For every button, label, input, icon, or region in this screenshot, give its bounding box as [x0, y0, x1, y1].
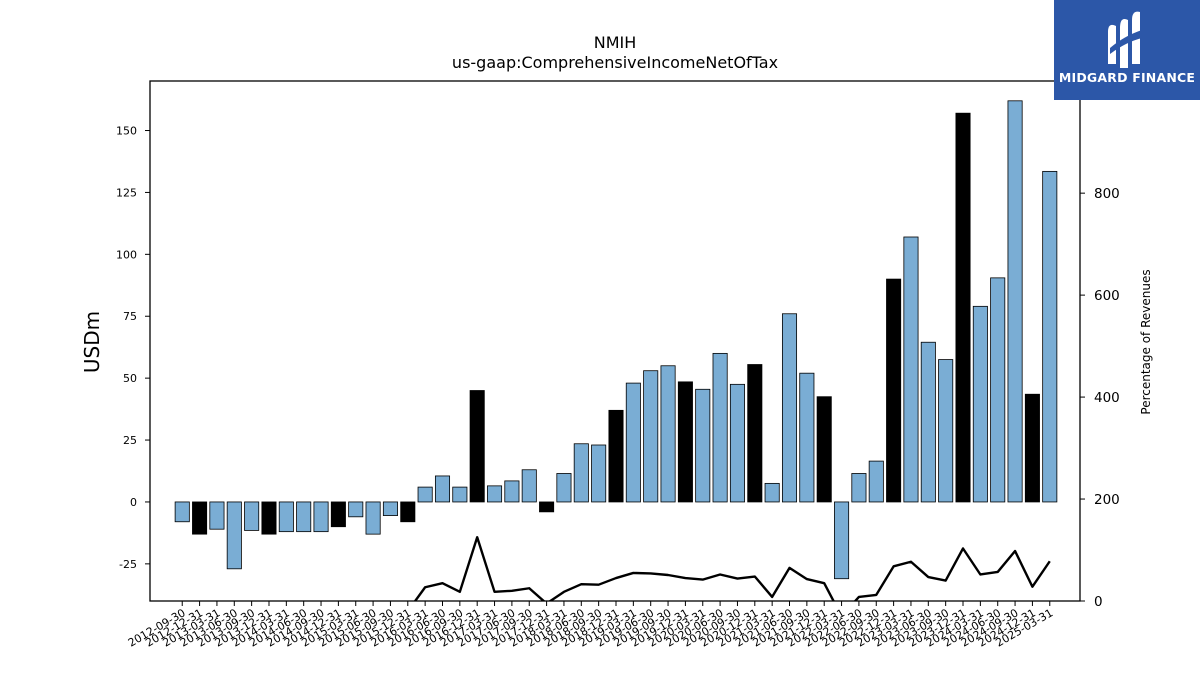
bar-2014-12-31	[330, 501, 346, 528]
y2-tick-label: 200	[1094, 492, 1120, 508]
bar-2017-03-31	[487, 485, 503, 503]
axes: -25025507510012515002004006008002012-09-…	[116, 80, 1120, 650]
bar-2020-09-30	[729, 383, 745, 503]
y2-tick-label: 600	[1094, 288, 1120, 304]
bar-series	[174, 100, 1058, 580]
line-layer	[413, 536, 1051, 601]
bar-2013-12-31	[261, 501, 277, 535]
bar-2020-03-31	[695, 388, 711, 503]
bar-2019-09-30	[660, 365, 676, 503]
bar-2015-12-31	[400, 501, 416, 523]
bar-2022-09-30	[868, 460, 884, 503]
y-axis-label: USDm	[80, 311, 104, 373]
bar-2023-09-30	[938, 359, 954, 503]
bar-2024-09-30	[1007, 100, 1023, 503]
bar-2021-12-31	[816, 396, 832, 503]
bar-2015-06-30	[365, 501, 381, 535]
bar-2019-06-30	[643, 370, 659, 503]
bar-2013-06-30	[226, 501, 242, 570]
bar-2015-03-31	[348, 501, 364, 518]
bar-2020-12-31	[747, 364, 763, 503]
y2-tick-label: 400	[1094, 390, 1120, 406]
bar-2017-09-30	[521, 469, 537, 503]
bar-2014-06-30	[296, 501, 312, 533]
bar-2022-06-30	[851, 473, 867, 503]
y-tick-label: 125	[116, 186, 137, 199]
bar-2023-03-31	[903, 236, 919, 503]
bar-2024-12-31	[1024, 393, 1040, 503]
bar-2025-03-31	[1042, 170, 1058, 503]
bar-2021-06-30	[781, 313, 798, 503]
bar-2016-03-31	[417, 486, 433, 503]
bar-2023-12-31	[955, 112, 971, 503]
brand-logo: MIDGARD FINANCE	[1054, 0, 1200, 100]
bar-2024-03-31	[972, 305, 988, 503]
bar-2016-06-30	[434, 475, 451, 503]
bar-2012-09-30	[174, 501, 190, 523]
bar-2018-12-31	[608, 409, 624, 503]
bar-2019-12-31	[677, 381, 693, 503]
bar-2018-06-30	[573, 443, 589, 503]
revenue-percentage-line	[413, 536, 1051, 601]
y-tick-label: -25	[119, 558, 137, 571]
y-tick-label: 100	[116, 248, 137, 261]
bar-2016-12-31	[469, 390, 485, 503]
bar-2015-09-30	[382, 501, 398, 516]
bar-2017-06-30	[504, 480, 520, 503]
chart-title: NMIH	[594, 33, 637, 52]
chart-subtitle: us-gaap:ComprehensiveIncomeNetOfTax	[452, 53, 778, 72]
bar-2013-03-31	[209, 501, 225, 530]
bar-2022-12-31	[886, 278, 902, 503]
bar-2023-06-30	[920, 341, 936, 503]
bar-2024-06-30	[990, 277, 1006, 503]
bar-2022-03-31	[834, 501, 850, 580]
y2-axis-label: Percentage of Revenues	[1139, 269, 1153, 414]
brand-name: MIDGARD FINANCE	[1058, 70, 1196, 85]
y-tick-label: 75	[123, 310, 137, 323]
bar-2012-12-31	[192, 501, 208, 535]
plot-frame	[149, 80, 1081, 602]
y-tick-label: 50	[123, 372, 137, 385]
bar-2018-09-30	[591, 444, 607, 503]
bar-2020-06-30	[712, 352, 728, 503]
bar-2013-09-30	[244, 501, 260, 531]
bar-2021-09-30	[799, 372, 815, 503]
y-tick-label: 150	[116, 125, 137, 138]
y2-tick-label: 0	[1094, 594, 1103, 610]
bar-2018-03-31	[556, 473, 572, 503]
y-tick-label: 0	[130, 496, 137, 509]
bar-2016-09-30	[452, 486, 468, 503]
bar-2019-03-31	[625, 382, 641, 503]
bar-2014-09-30	[313, 501, 329, 533]
y2-tick-label: 800	[1094, 186, 1120, 202]
midgard-logo-icon	[1108, 11, 1142, 68]
bar-2021-03-31	[764, 482, 780, 503]
bar-2017-12-31	[539, 501, 555, 513]
bar-2014-03-31	[278, 501, 294, 533]
y-tick-label: 25	[123, 434, 137, 447]
